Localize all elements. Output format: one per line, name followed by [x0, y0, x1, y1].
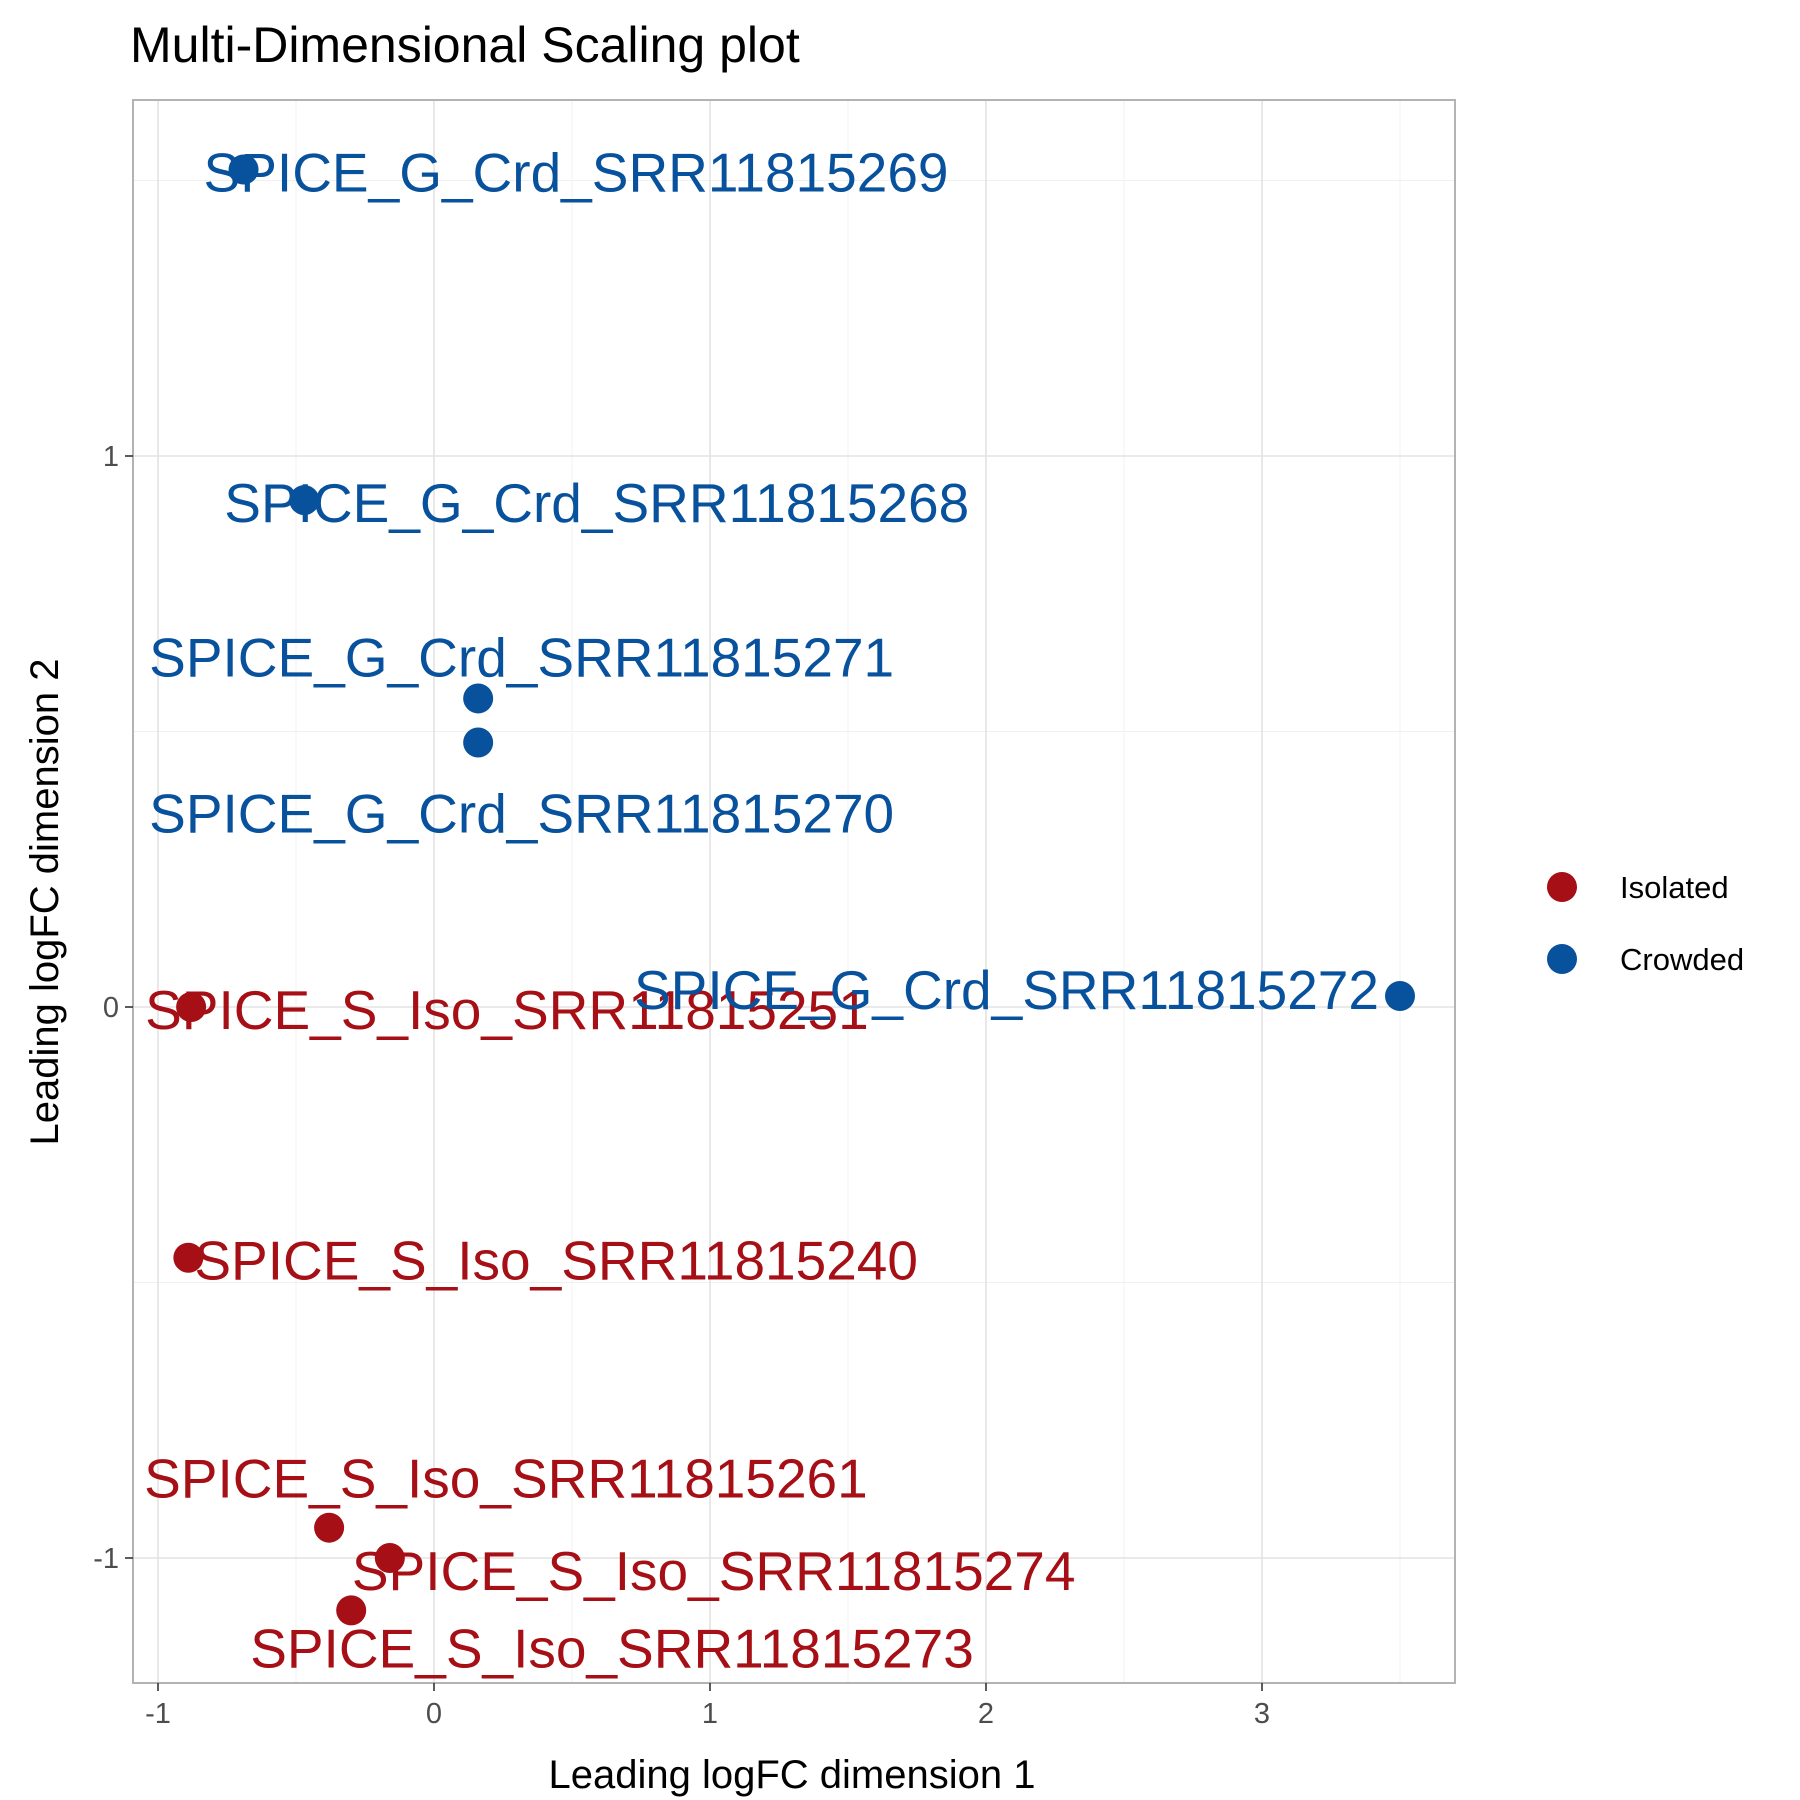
legend-swatch-crowded	[1547, 944, 1577, 974]
data-point-isolated	[314, 1512, 345, 1543]
data-point-isolated	[374, 1543, 405, 1573]
y-tick-label: 0	[103, 992, 119, 1024]
x-tick-label: 2	[978, 1698, 994, 1730]
point-label-isolated: SPICE_S_Iso_SRR11815261	[144, 1448, 868, 1510]
y-tick-label: 1	[103, 441, 119, 473]
x-axis: -1 0 1 2 3	[145, 1683, 1270, 1730]
y-tick-label: -1	[93, 1543, 119, 1575]
data-point-crowded	[1385, 980, 1415, 1011]
y-axis-title: Leading logFC dimension 2	[23, 659, 67, 1146]
point-label-isolated: SPICE_S_Iso_SRR11815251	[145, 979, 869, 1041]
point-label-crowded: SPICE_G_Crd_SRR11815271	[149, 626, 894, 688]
chart-title: Multi-Dimensional Scaling plot	[130, 17, 800, 73]
x-tick-label: 3	[1254, 1698, 1270, 1730]
data-point-crowded	[463, 727, 494, 758]
data-points	[173, 154, 1415, 1626]
grid-lines	[133, 100, 1455, 1683]
data-point-isolated	[176, 992, 207, 1022]
x-axis-title: Leading logFC dimension 1	[549, 1753, 1036, 1797]
point-label-crowded: SPICE_G_Crd_SRR11815268	[224, 472, 969, 534]
x-tick-label: -1	[145, 1698, 171, 1730]
data-point-crowded	[228, 154, 259, 185]
x-tick-label: 0	[426, 1698, 442, 1730]
plot-panel-border	[132, 99, 1456, 1684]
data-point-isolated	[336, 1595, 367, 1626]
data-point-crowded	[289, 485, 320, 516]
point-label-isolated: SPICE_S_Iso_SRR11815240	[194, 1230, 918, 1292]
legend-label-crowded: Crowded	[1620, 942, 1744, 977]
y-axis: -1 0 1	[93, 441, 133, 1575]
point-label-isolated: SPICE_S_Iso_SRR11815274	[352, 1540, 1076, 1602]
legend-swatch-isolated	[1547, 872, 1577, 902]
x-tick-label: 1	[702, 1698, 718, 1730]
data-point-isolated	[173, 1242, 204, 1273]
legend: Isolated Crowded	[1547, 870, 1744, 977]
point-labels: SPICE_S_Iso_SRR11815251 SPICE_S_Iso_SRR11…	[144, 141, 1379, 1679]
point-label-isolated: SPICE_S_Iso_SRR11815273	[250, 1617, 974, 1679]
legend-label-isolated: Isolated	[1620, 870, 1729, 905]
data-point-crowded	[463, 683, 494, 714]
point-label-crowded: SPICE_G_Crd_SRR11815269	[204, 141, 949, 203]
point-label-crowded: SPICE_G_Crd_SRR11815270	[149, 783, 894, 845]
point-label-crowded: SPICE_G_Crd_SRR11815272	[634, 959, 1379, 1021]
